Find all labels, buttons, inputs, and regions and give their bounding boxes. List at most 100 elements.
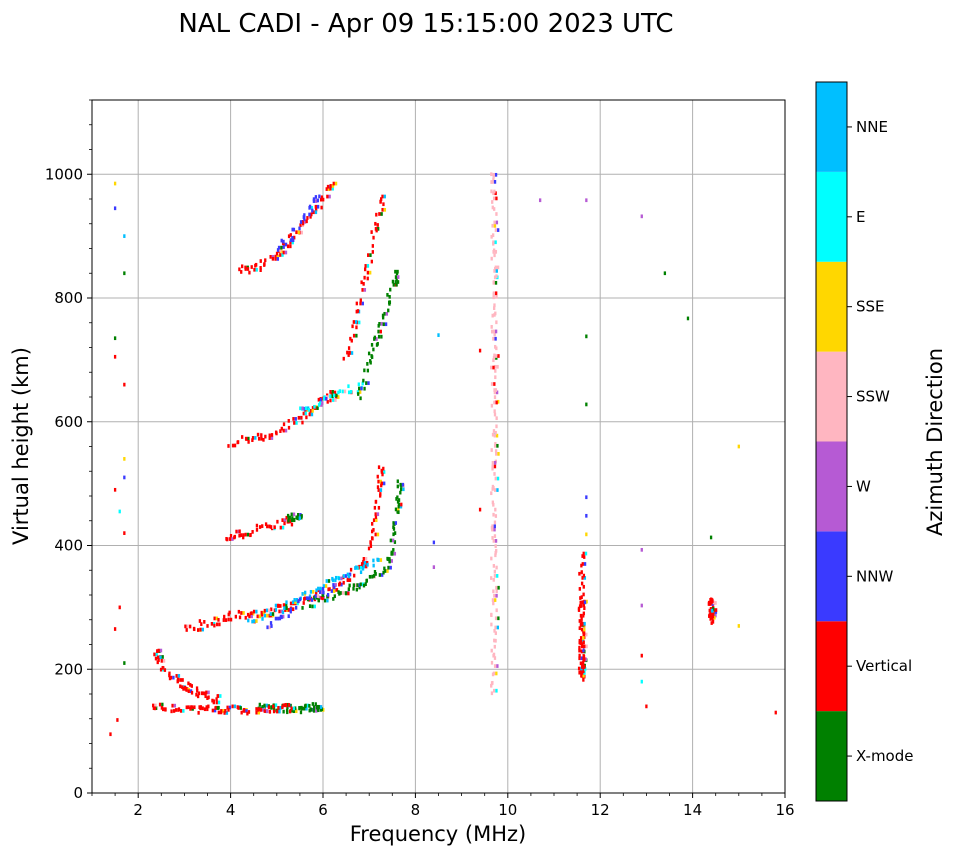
echo-point bbox=[327, 579, 331, 583]
echo-point bbox=[363, 561, 367, 565]
echo-point bbox=[709, 535, 713, 540]
echo-point bbox=[380, 481, 384, 486]
echo-point bbox=[369, 270, 372, 275]
echo-point bbox=[326, 393, 329, 398]
echo-point bbox=[272, 706, 276, 711]
echo-point bbox=[290, 522, 294, 527]
echo-point bbox=[379, 200, 382, 204]
echo-point bbox=[161, 702, 164, 707]
echo-point bbox=[282, 603, 286, 607]
echo-point bbox=[306, 216, 309, 220]
echo-point bbox=[185, 628, 188, 632]
echo-point bbox=[313, 604, 316, 609]
echo-point bbox=[255, 710, 258, 715]
echo-point bbox=[578, 626, 581, 631]
echo-point bbox=[247, 440, 250, 444]
echo-point bbox=[490, 329, 494, 334]
echo-point bbox=[381, 194, 384, 199]
echo-point bbox=[380, 322, 383, 326]
echo-point bbox=[493, 332, 496, 337]
echo-point bbox=[492, 365, 495, 370]
echo-point bbox=[247, 618, 250, 623]
echo-point bbox=[397, 510, 400, 515]
echo-point bbox=[580, 644, 584, 649]
echo-point bbox=[279, 705, 282, 710]
echo-point bbox=[493, 223, 497, 228]
echo-point bbox=[333, 585, 336, 590]
echo-point bbox=[359, 565, 363, 570]
echo-point bbox=[492, 174, 495, 178]
echo-point bbox=[640, 603, 643, 608]
echo-point bbox=[494, 544, 497, 548]
colorbar-label: Vertical bbox=[856, 657, 912, 675]
echo-point bbox=[238, 529, 241, 534]
echo-point bbox=[580, 627, 584, 632]
echo-point bbox=[277, 603, 280, 608]
echo-point bbox=[578, 619, 581, 623]
echo-point bbox=[347, 353, 350, 357]
colorbar-segment bbox=[816, 171, 847, 262]
echo-point bbox=[494, 430, 497, 435]
echo-point bbox=[581, 665, 584, 669]
echo-point bbox=[201, 627, 204, 632]
echo-point bbox=[338, 581, 342, 586]
echo-point bbox=[326, 598, 329, 603]
x-tick-label: 6 bbox=[318, 801, 328, 819]
echo-point bbox=[274, 430, 278, 435]
echo-point bbox=[259, 259, 262, 263]
echo-point bbox=[367, 253, 370, 257]
echo-point bbox=[334, 578, 337, 583]
echo-point bbox=[301, 606, 304, 610]
echo-point bbox=[582, 551, 585, 556]
echo-point bbox=[265, 608, 269, 613]
echo-point bbox=[374, 532, 377, 537]
echo-point bbox=[391, 279, 395, 284]
echo-point bbox=[281, 525, 285, 530]
echo-point bbox=[585, 644, 588, 649]
echo-point bbox=[237, 609, 241, 614]
echo-point bbox=[494, 550, 497, 555]
echo-point bbox=[274, 257, 277, 261]
echo-point bbox=[292, 238, 295, 243]
colorbar-segment bbox=[816, 621, 847, 712]
echo-point bbox=[491, 223, 494, 228]
y-tick-label: 200 bbox=[54, 660, 83, 678]
echo-point bbox=[331, 186, 334, 191]
echo-point bbox=[493, 353, 496, 358]
echo-point bbox=[288, 515, 291, 520]
echo-point bbox=[366, 264, 370, 268]
echo-point bbox=[215, 697, 218, 702]
echo-point bbox=[272, 704, 275, 709]
echo-point bbox=[491, 180, 494, 184]
echo-point bbox=[713, 615, 716, 620]
echo-point bbox=[383, 566, 386, 571]
echo-point bbox=[359, 582, 362, 587]
echo-point bbox=[491, 598, 495, 602]
echo-point bbox=[494, 280, 498, 285]
echo-point bbox=[255, 267, 258, 272]
echo-point bbox=[299, 513, 302, 517]
echo-point bbox=[286, 244, 290, 249]
echo-point bbox=[292, 417, 295, 421]
echo-point bbox=[578, 571, 581, 576]
echo-point bbox=[344, 591, 348, 596]
echo-point bbox=[312, 708, 316, 713]
echo-point bbox=[579, 613, 583, 618]
echo-point bbox=[265, 709, 269, 713]
echo-point bbox=[494, 329, 498, 334]
echo-point bbox=[493, 524, 496, 529]
echo-point bbox=[322, 197, 325, 202]
echo-point bbox=[357, 392, 360, 396]
echo-point bbox=[352, 586, 355, 591]
echo-point bbox=[113, 354, 117, 359]
echo-point bbox=[261, 524, 264, 528]
echo-point bbox=[490, 448, 493, 452]
echo-point bbox=[287, 518, 290, 523]
echo-point bbox=[497, 228, 500, 232]
echo-point bbox=[289, 244, 292, 249]
echo-point bbox=[538, 198, 542, 203]
echo-point bbox=[348, 351, 351, 355]
echo-point bbox=[493, 395, 497, 400]
echo-point bbox=[299, 223, 302, 228]
echo-point bbox=[123, 475, 126, 480]
